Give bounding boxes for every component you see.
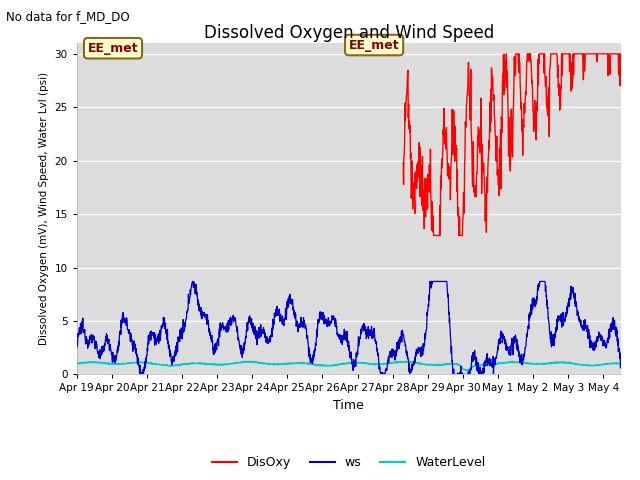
WaterLevel <box>73 361 81 367</box>
Text: EE_met: EE_met <box>88 42 138 55</box>
DisOxy <box>399 160 407 166</box>
ws <box>617 350 625 356</box>
DisOxy <box>545 134 553 140</box>
WaterLevel <box>337 361 345 367</box>
WaterLevel <box>462 368 470 374</box>
ws <box>338 335 346 340</box>
Legend: DisOxy, ws, WaterLevel: DisOxy, ws, WaterLevel <box>207 451 491 474</box>
DisOxy <box>617 51 625 57</box>
ws <box>502 337 509 343</box>
WaterLevel <box>617 360 625 366</box>
WaterLevel <box>502 360 509 365</box>
ws <box>602 343 609 348</box>
DisOxy <box>502 51 510 57</box>
Line: DisOxy: DisOxy <box>403 54 621 236</box>
ws <box>189 278 196 284</box>
Y-axis label: Dissolved Oxygen (mV), Wind Speed, Water Lvl (psi): Dissolved Oxygen (mV), Wind Speed, Water… <box>39 72 49 346</box>
ws <box>137 372 145 377</box>
ws <box>324 324 332 329</box>
WaterLevel <box>323 362 331 368</box>
WaterLevel <box>602 361 609 367</box>
Text: No data for f_MD_DO: No data for f_MD_DO <box>6 10 130 23</box>
DisOxy <box>438 165 446 170</box>
DisOxy <box>430 233 438 239</box>
Line: ws: ws <box>77 281 621 374</box>
DisOxy <box>498 130 506 135</box>
ws <box>73 345 81 351</box>
WaterLevel <box>602 361 609 367</box>
DisOxy <box>529 77 536 83</box>
ws <box>100 341 108 347</box>
DisOxy <box>564 51 572 57</box>
WaterLevel <box>100 360 108 366</box>
WaterLevel <box>508 358 516 364</box>
Text: EE_met: EE_met <box>349 38 399 51</box>
Line: WaterLevel: WaterLevel <box>77 361 621 371</box>
ws <box>602 340 609 346</box>
Title: Dissolved Oxygen and Wind Speed: Dissolved Oxygen and Wind Speed <box>204 24 494 42</box>
X-axis label: Time: Time <box>333 399 364 412</box>
DisOxy <box>456 214 463 219</box>
